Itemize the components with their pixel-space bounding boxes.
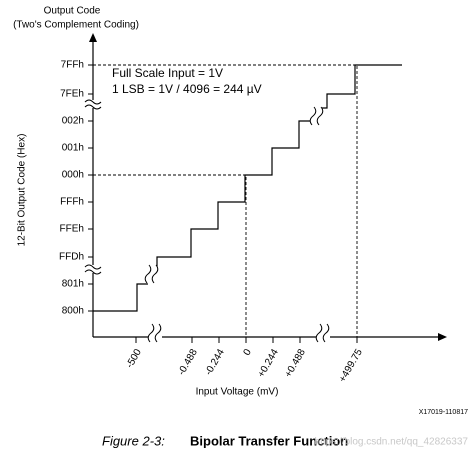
y-arrow (89, 33, 97, 42)
x-tick-label: 0 (242, 347, 255, 358)
transfer-step (322, 64, 402, 109)
y-tick-label: 002h (62, 116, 84, 127)
y-tick-label: FFDh (59, 252, 84, 263)
transfer-step (93, 283, 148, 312)
watermark: https://blog.csdn.net/qq_42826337 (315, 437, 469, 448)
y-tick-label: 001h (62, 143, 84, 154)
y-axis-title: 12-Bit Output Code (Hex) (17, 134, 28, 247)
axis-break (84, 99, 330, 343)
transfer-step (156, 120, 310, 268)
x-arrow (438, 333, 447, 341)
caption-number: Figure 2-3: (102, 433, 165, 448)
header-title: Output Code (44, 6, 101, 17)
full-scale-guide (93, 64, 358, 337)
y-tick-label: 801h (62, 279, 84, 290)
y-tick-label: 7FEh (60, 89, 84, 100)
note: Full Scale Input = 1V (112, 66, 223, 80)
note: 1 LSB = 1V / 4096 = 244 µV (112, 82, 262, 96)
y-tick-label: 000h (62, 170, 84, 181)
y-tick-label: FFEh (60, 224, 84, 235)
caption-title: Bipolar Transfer Function (190, 433, 348, 448)
y-tick-label: FFFh (60, 197, 84, 208)
header-subtitle: (Two's Complement Coding) (13, 20, 139, 31)
y-tick-label: 800h (62, 306, 84, 317)
figure-id: X17019-110817 (419, 409, 468, 416)
x-axis-title: Input Voltage (mV) (196, 387, 279, 398)
y-tick-label: 7FFh (61, 60, 84, 71)
